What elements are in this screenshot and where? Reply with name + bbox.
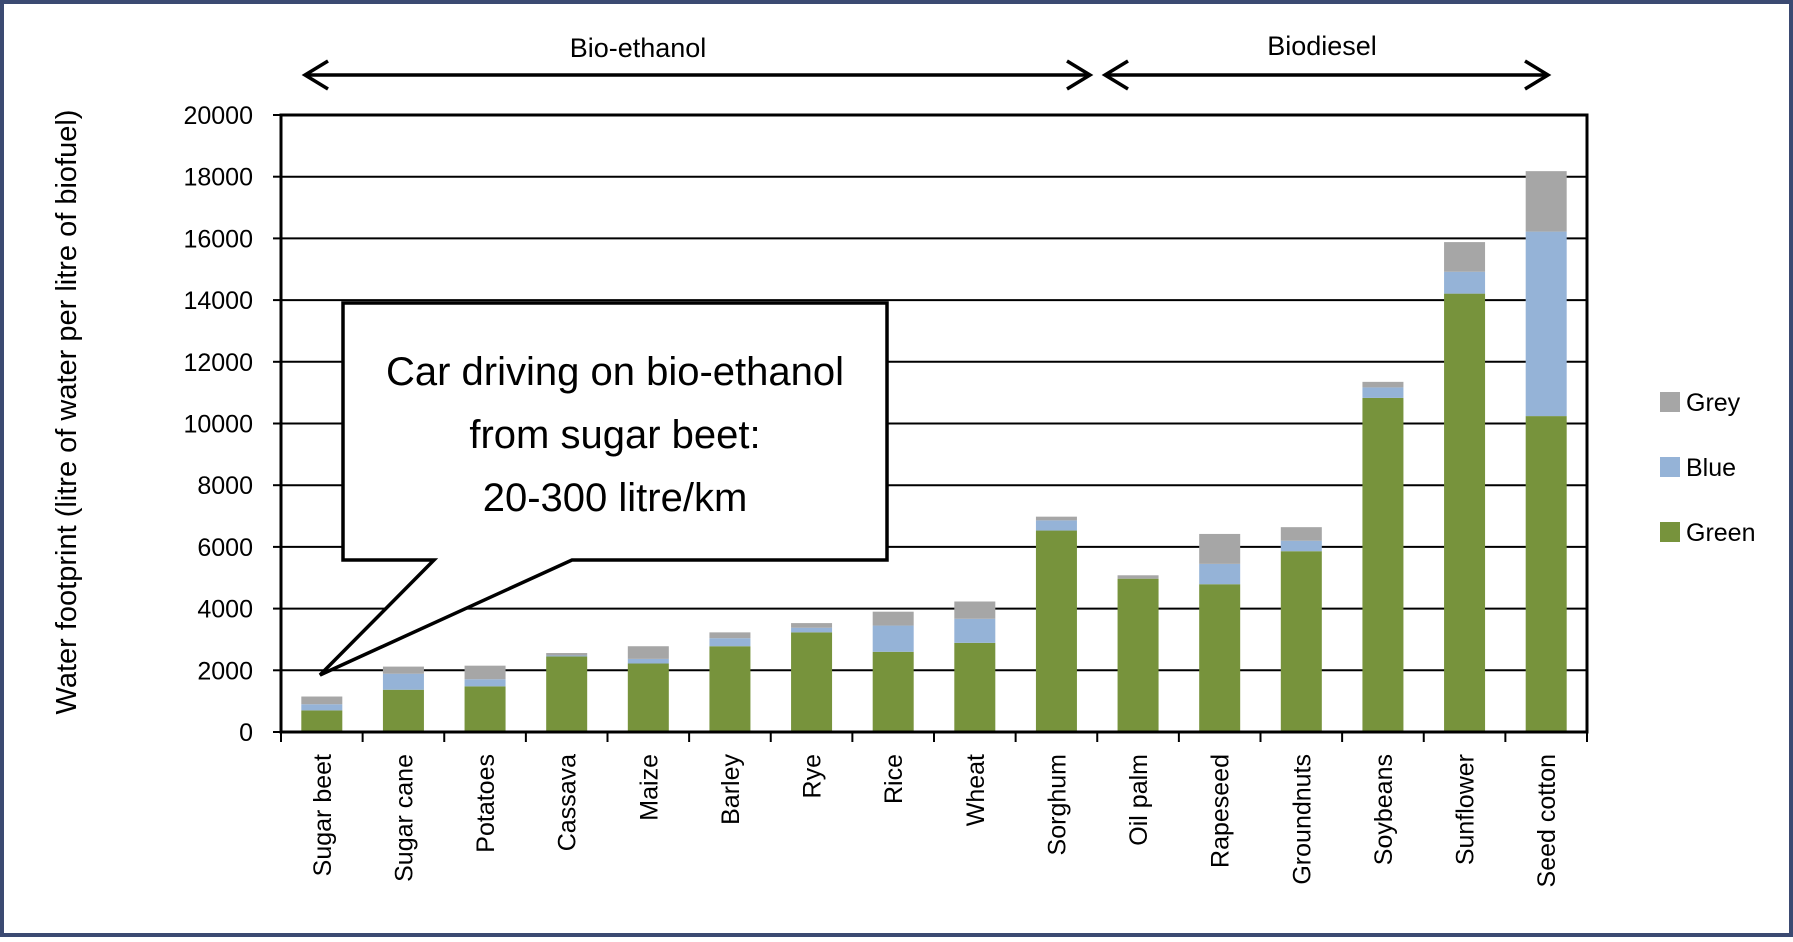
legend-swatch — [1660, 392, 1680, 412]
bar-segment — [791, 627, 833, 633]
group-brackets — [301, 59, 1552, 91]
bar-segment — [709, 638, 751, 647]
bar-segment — [464, 686, 506, 732]
x-tick-label: Sorghum — [1043, 754, 1071, 855]
bar-segment — [1280, 527, 1322, 541]
bar-segment — [382, 666, 424, 674]
bar-segment — [301, 704, 343, 711]
bar-segment — [1525, 171, 1567, 232]
bar-segment — [464, 679, 506, 687]
plot-border — [279, 113, 1589, 734]
arrow-head — [1101, 59, 1129, 91]
bar-segment — [1362, 397, 1404, 732]
bar-segment — [546, 653, 588, 656]
bar-segment — [954, 642, 996, 732]
y-tick-label: 6000 — [197, 534, 253, 562]
y-tick-label: 8000 — [197, 472, 253, 500]
legend-label: Blue — [1686, 454, 1736, 482]
arrow-head — [1066, 59, 1094, 91]
bar-segment — [1444, 242, 1486, 272]
bar-segment — [382, 673, 424, 690]
callout-text: 20-300 litre/km — [483, 476, 748, 520]
y-tick-label: 2000 — [197, 657, 253, 685]
y-tick-label: 10000 — [183, 411, 253, 439]
x-tick-label: Potatoes — [472, 754, 500, 853]
x-tick-label: Sugar cane — [390, 754, 418, 882]
bar-segment — [1035, 516, 1077, 521]
bar-segment — [1444, 271, 1486, 294]
x-tick-label: Sugar beet — [309, 754, 337, 876]
bar-segment — [872, 625, 914, 652]
x-tick-label: Rye — [799, 754, 827, 798]
bar-segment — [872, 651, 914, 732]
bar-segment — [627, 646, 669, 659]
x-tick-label: Soybeans — [1370, 754, 1398, 865]
bar-segment — [627, 663, 669, 732]
arrow-head — [1524, 59, 1552, 91]
plot: 0 2000 4000 6000 8000 10000 12000 14000 16000 180… — [183, 102, 1755, 887]
bar-segment — [1199, 563, 1241, 585]
y-tick-label: 14000 — [183, 287, 253, 315]
group-label: Biodiesel — [1267, 31, 1377, 61]
legend-swatch — [1660, 457, 1680, 477]
x-tick-label: Cassava — [554, 754, 582, 851]
callout-text: Car driving on bio-ethanol — [386, 350, 844, 394]
bar-segment — [382, 689, 424, 732]
bar-segment — [709, 632, 751, 639]
bar-segment — [301, 696, 343, 705]
x-tick-label: Rapeseed — [1207, 754, 1235, 868]
callout-text: from sugar beet: — [469, 413, 760, 457]
bar-segment — [1280, 551, 1322, 732]
bar-segment — [1117, 578, 1159, 732]
x-tick-label: Oil palm — [1125, 754, 1153, 846]
bar-segment — [1444, 293, 1486, 732]
bar-segment — [1280, 540, 1322, 552]
x-tick-label: Seed cotton — [1533, 754, 1561, 887]
callout-box — [318, 301, 889, 677]
bar-segment — [791, 632, 833, 732]
bar-segment — [464, 665, 506, 680]
bar-segment — [301, 710, 343, 732]
y-tick-label: 0 — [239, 719, 253, 747]
y-tick-label: 16000 — [183, 225, 253, 253]
bar-segment — [1117, 575, 1159, 579]
bar-segment — [1035, 530, 1077, 732]
legend-label: Green — [1686, 519, 1755, 547]
y-tick-label: 4000 — [197, 596, 253, 624]
y-tick-label: 20000 — [183, 102, 253, 130]
x-tick-label: Wheat — [962, 754, 990, 826]
y-tick-label: 18000 — [183, 164, 253, 192]
y-axis-title: Water footprint (litre of water per litr… — [51, 110, 83, 715]
bar-segment — [546, 656, 588, 732]
bar-segment — [1035, 520, 1077, 531]
x-tick-label: Maize — [635, 754, 663, 821]
x-tick-label: Sunflower — [1452, 754, 1480, 865]
bar-segment — [709, 646, 751, 732]
bar-segment — [1199, 584, 1241, 732]
arrow-head — [301, 59, 329, 91]
bar-segment — [546, 655, 588, 657]
bar-segment — [1525, 416, 1567, 732]
x-tick-label: Groundnuts — [1288, 754, 1316, 885]
bar-segment — [954, 618, 996, 643]
x-tick-label: Barley — [717, 754, 745, 825]
y-tick-label: 12000 — [183, 349, 253, 377]
bar-segment — [627, 658, 669, 664]
bar-segment — [1525, 231, 1567, 417]
bar-segment — [1199, 533, 1241, 564]
bar-segment — [954, 601, 996, 619]
legend-swatch — [1660, 522, 1680, 542]
bar-segment — [1362, 387, 1404, 398]
bar-segment — [1362, 381, 1404, 388]
bar-segment — [791, 623, 833, 628]
legend-label: Grey — [1686, 389, 1741, 417]
bar-segment — [872, 611, 914, 626]
group-label: Bio-ethanol — [570, 33, 707, 63]
x-tick-label: Rice — [880, 754, 908, 804]
